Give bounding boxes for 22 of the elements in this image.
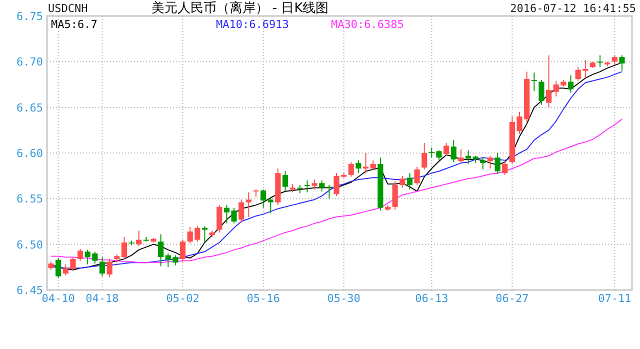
x-tick-label: 05-30 — [327, 292, 360, 305]
x-tick-label: 07-11 — [598, 292, 632, 305]
text: 2016-07-12 16:41:55 — [510, 2, 636, 15]
x-tick-label: 04-18 — [86, 292, 119, 305]
x-tick-label: 06-13 — [415, 292, 448, 305]
y-tick-label: 6.45 — [16, 284, 43, 297]
chart-title: 美元人民币（离岸） - 日K线图 — [151, 0, 329, 16]
text: MA5:6.7 — [51, 18, 98, 31]
text: USDCNH — [48, 2, 88, 15]
y-tick-label: 6.60 — [16, 147, 43, 160]
text: MA30:6.6385 — [331, 18, 404, 31]
text: MA10:6.6913 — [216, 18, 289, 31]
y-tick-label: 6.50 — [16, 238, 43, 252]
line-series — [50, 118, 622, 264]
y-tick-label: 6.55 — [16, 192, 43, 206]
x-tick-label: 04-10 — [42, 292, 75, 305]
y-tick-label: 6.75 — [16, 10, 43, 23]
x-tick-label: 06-27 — [496, 292, 529, 305]
x-tick-label: 05-02 — [166, 292, 200, 305]
y-tick-label: 6.70 — [16, 56, 43, 69]
x-tick-label: 05-16 — [246, 292, 280, 305]
y-tick-label: 6.65 — [16, 101, 43, 114]
